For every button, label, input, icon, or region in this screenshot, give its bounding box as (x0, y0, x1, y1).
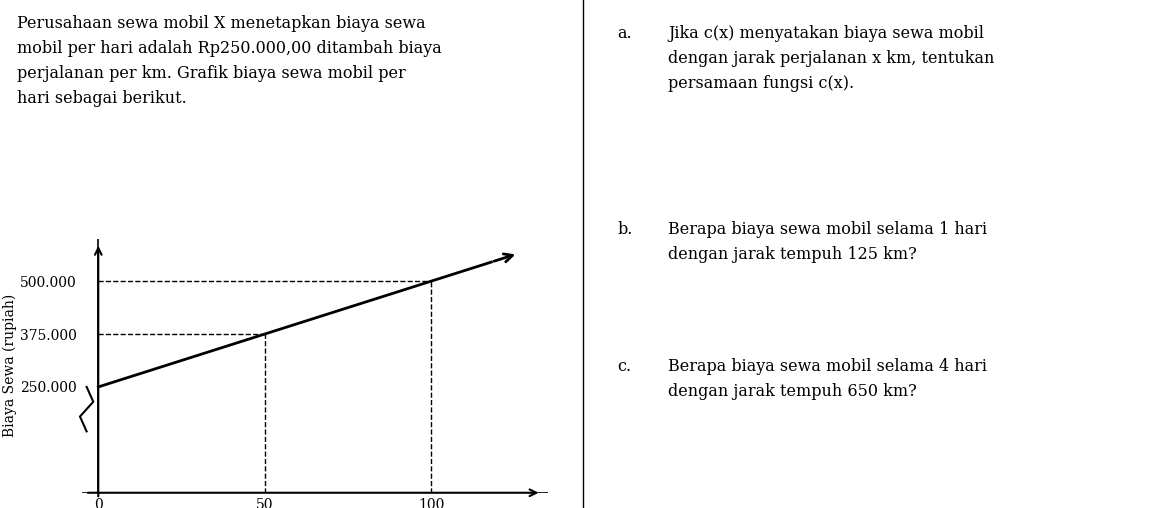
Y-axis label: Biaya Sewa (rupiah): Biaya Sewa (rupiah) (2, 294, 17, 437)
Text: Perusahaan sewa mobil X menetapkan biaya sewa
mobil per hari adalah Rp250.000,00: Perusahaan sewa mobil X menetapkan biaya… (17, 15, 442, 107)
Text: c.: c. (618, 358, 632, 375)
Text: b.: b. (618, 221, 633, 238)
Text: Berapa biaya sewa mobil selama 1 hari
dengan jarak tempuh 125 km?: Berapa biaya sewa mobil selama 1 hari de… (668, 221, 988, 263)
Text: Jika c(x) menyatakan biaya sewa mobil
dengan jarak perjalanan x km, tentukan
per: Jika c(x) menyatakan biaya sewa mobil de… (668, 25, 995, 92)
Text: Berapa biaya sewa mobil selama 4 hari
dengan jarak tempuh 650 km?: Berapa biaya sewa mobil selama 4 hari de… (668, 358, 988, 400)
Text: a.: a. (618, 25, 632, 42)
